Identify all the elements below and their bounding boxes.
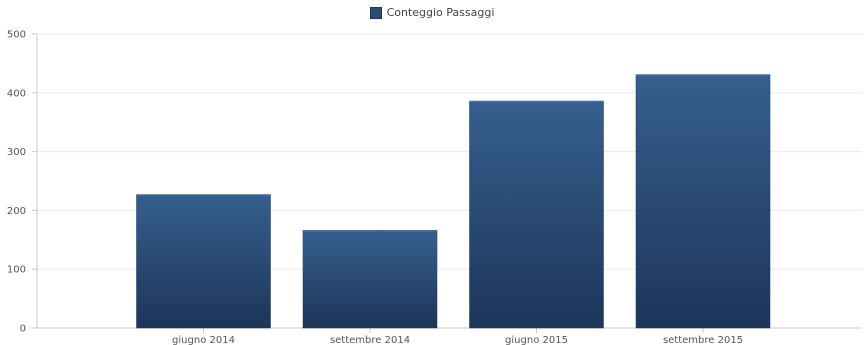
bar — [302, 230, 438, 329]
y-tick-label: 100 — [7, 265, 26, 276]
y-tick-label: 400 — [7, 88, 26, 99]
x-tick-label: settembre 2014 — [330, 335, 410, 345]
bar — [469, 100, 604, 329]
x-tick-label: settembre 2015 — [663, 335, 743, 345]
y-tick-label: 300 — [7, 147, 26, 158]
y-tick-label: 0 — [20, 324, 26, 335]
y-tick-label: 200 — [7, 206, 26, 217]
legend: Conteggio Passaggi — [0, 6, 864, 19]
x-tick-label: giugno 2014 — [172, 335, 235, 345]
bar — [635, 74, 771, 329]
x-tick-label: giugno 2015 — [505, 335, 568, 345]
legend-label: Conteggio Passaggi — [386, 6, 495, 19]
legend-swatch — [369, 6, 382, 19]
y-tick-label: 500 — [7, 30, 26, 41]
bar — [136, 194, 271, 329]
